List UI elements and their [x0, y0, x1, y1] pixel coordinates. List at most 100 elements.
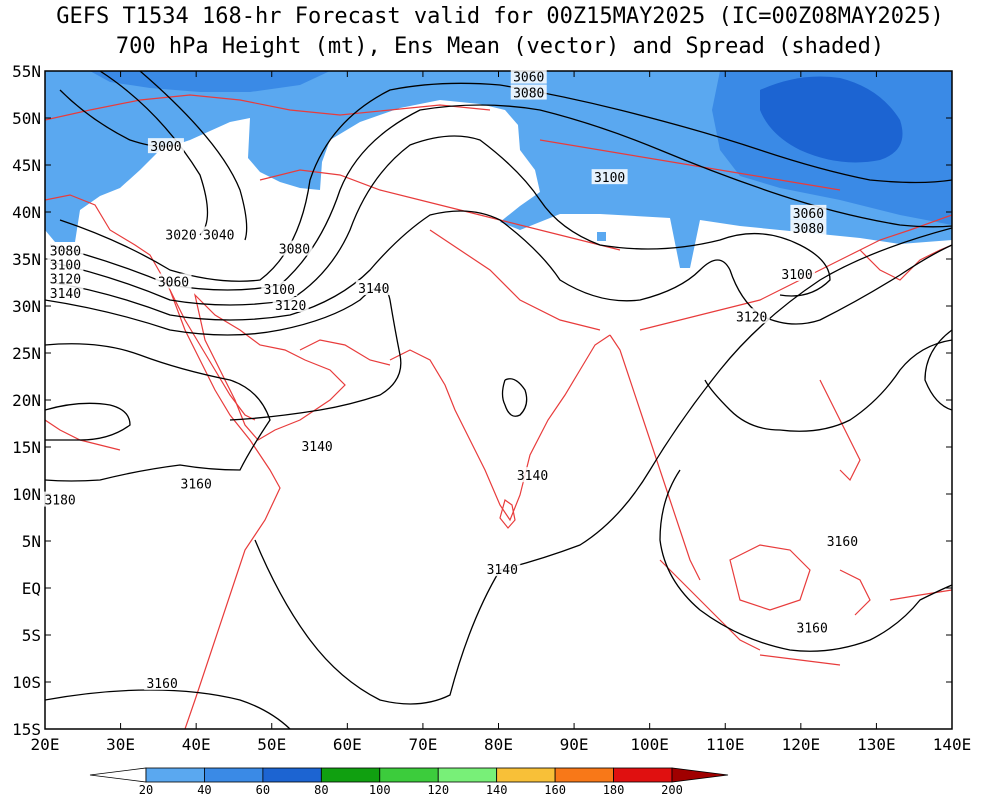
contour-label-bg — [355, 280, 392, 296]
coast-africa — [45, 194, 281, 729]
contour-label: 3060 — [513, 71, 544, 86]
border-china-west — [429, 229, 601, 331]
lat-tick-label: 20N — [12, 391, 41, 410]
contour-label: 3140 — [517, 469, 548, 484]
lon-tick-label: 130E — [857, 735, 896, 754]
contour-label: 3080 — [279, 243, 310, 258]
contour-3160 — [45, 343, 271, 482]
contour-label: 3160 — [797, 621, 828, 636]
contour-label-bg — [200, 226, 237, 242]
contour-label: 3140 — [487, 563, 518, 578]
coast-borneo — [729, 544, 811, 611]
contour-label-bg — [163, 226, 200, 242]
contour-label-bg — [790, 219, 827, 235]
contour-label-bg — [272, 297, 309, 312]
coast-korea-japan — [859, 244, 952, 281]
contour-label-bg — [510, 84, 547, 100]
contour-label: 3160 — [827, 535, 858, 550]
coast-red-sea — [169, 289, 256, 421]
contour-label-bg — [824, 532, 861, 548]
colorbar-label: 140 — [486, 783, 508, 797]
border-eurasia-north — [45, 94, 491, 121]
lon-tick-label: 70E — [408, 735, 437, 754]
contour-label-bg — [47, 256, 84, 272]
coast-africa-west — [45, 419, 121, 451]
lat-tick-label: 30N — [12, 297, 41, 316]
contour-label: 3140 — [50, 287, 81, 302]
colorbar-label: 100 — [369, 783, 391, 797]
lat-tick-label: 10S — [12, 673, 41, 692]
lat-tick-label: 10N — [12, 485, 41, 504]
contour-3140-india-loop — [501, 378, 528, 417]
colorbar-label: 180 — [603, 783, 625, 797]
contour-label: 3140 — [358, 282, 389, 297]
contour-label-bg — [47, 270, 84, 286]
lon-tick-label: 100E — [630, 735, 669, 754]
contour-3140-east — [704, 339, 952, 432]
colorbar-box — [262, 767, 322, 783]
coast-srilanka — [499, 499, 516, 529]
contour-label: 3100 — [50, 259, 81, 274]
lat-tick-label: 50N — [12, 109, 41, 128]
colorbar-box — [613, 767, 673, 783]
contour-3120 — [49, 210, 952, 325]
contour-3060-north — [59, 82, 952, 282]
coast-newguinea — [889, 589, 952, 601]
lat-tick-label: 5S — [22, 626, 41, 645]
contour-label-bg — [261, 281, 298, 297]
lat-tick-label: 5N — [22, 532, 41, 551]
colorbar-label: 80 — [314, 783, 328, 797]
shading-mid-west — [90, 71, 330, 92]
colorbar-label: 40 — [197, 783, 211, 797]
colorbar-label: 20 — [139, 783, 153, 797]
contour-north-a — [99, 71, 209, 236]
colorbar-label: 160 — [544, 783, 566, 797]
contour-label: 3140 — [301, 440, 332, 455]
lon-tick-label: 90E — [560, 735, 589, 754]
contour-label-bg — [47, 284, 84, 300]
colorbar-box — [379, 767, 439, 783]
contour-label-bg — [276, 240, 313, 256]
lat-tick-label: 15S — [12, 720, 41, 739]
lat-tick-label: 35N — [12, 250, 41, 269]
contour-label: 3160 — [146, 677, 177, 692]
spread-colorbar: 20 40 60 80 100 120 140 160 180 200 — [89, 767, 729, 797]
coast-persian-gulf — [299, 339, 391, 366]
contour-label: 3080 — [793, 222, 824, 237]
contour-3160-sw — [45, 689, 291, 729]
lat-tick-label: 55N — [12, 62, 41, 81]
contour-label-bg — [147, 138, 184, 154]
contour-label-bg — [591, 169, 628, 185]
coast-philippines — [819, 379, 861, 482]
contour-label-bg — [733, 308, 770, 324]
contour-label: 3120 — [275, 299, 306, 314]
contour-3180 — [45, 402, 131, 441]
lon-tick-label: 30E — [106, 735, 135, 754]
contour-label: 3000 — [150, 140, 181, 155]
colorbar-box — [554, 767, 614, 783]
spread-shading — [45, 71, 952, 268]
coast-india — [389, 334, 611, 522]
contour-label-bg — [144, 674, 181, 690]
lat-tick-label: EQ — [22, 579, 41, 598]
lat-tick-label: 25N — [12, 344, 41, 363]
contour-label: 3080 — [513, 87, 544, 102]
lat-tick-label: 15N — [12, 438, 41, 457]
contour-label: 3120 — [50, 273, 81, 288]
contour-label: 3100 — [781, 268, 812, 283]
contour-label-bg — [47, 242, 84, 258]
colorbar-box — [145, 767, 205, 783]
lat-tick-labels: 55N 50N 45N 40N 35N 30N 25N 20N 15N 10N 5N EQ 5S 10S 1… — [12, 62, 952, 739]
contour-east-ring — [924, 329, 952, 411]
contour-label-bg — [178, 475, 215, 491]
coast-sulawesi — [839, 569, 871, 616]
lon-tick-label: 120E — [782, 735, 821, 754]
contour-label-bg — [510, 68, 547, 84]
coast-arabia — [193, 293, 346, 441]
contour-label-bg — [794, 619, 831, 635]
contour-label-bg — [299, 438, 336, 453]
contour-label: 3120 — [736, 310, 767, 325]
shading-light-speck — [597, 232, 606, 241]
lon-tick-labels: 20E 30E 40E 50E 60E 70E 80E 90E 100E 110E 120E 130E… — [31, 71, 971, 754]
